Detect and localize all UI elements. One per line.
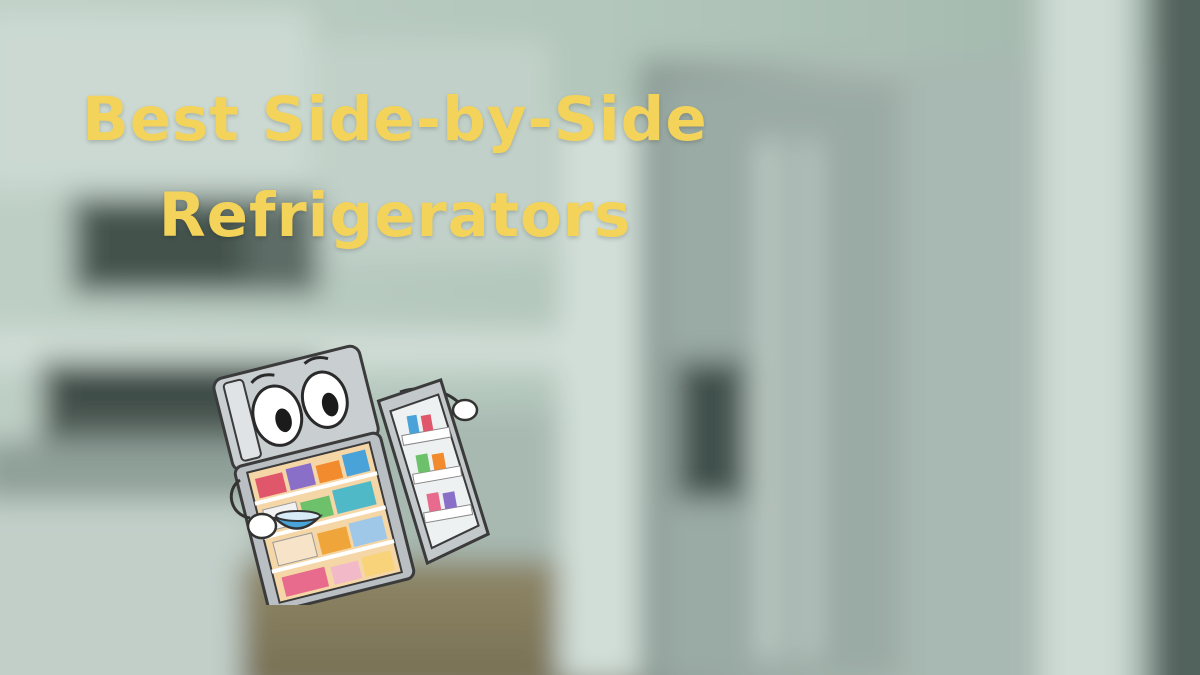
headline-line-1: Best Side-by-Side bbox=[82, 84, 708, 155]
headline-line-2: Refrigerators bbox=[158, 180, 632, 252]
headline: Best Side-by-Side Refrigerators bbox=[0, 72, 790, 265]
cartoon-fridge-mascot-icon bbox=[212, 344, 491, 605]
